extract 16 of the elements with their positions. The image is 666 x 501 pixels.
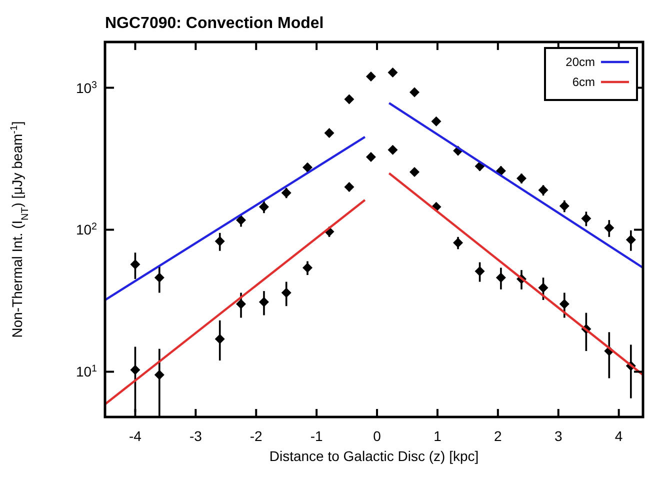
y-tick-label: 10$^{1}$ xyxy=(76,363,97,380)
x-tick-label: -2 xyxy=(250,428,263,444)
x-tick-label: -3 xyxy=(189,428,202,444)
legend-label: 6cm xyxy=(572,75,595,89)
x-tick-label: 3 xyxy=(554,428,562,444)
legend-label: 20cm xyxy=(566,55,596,69)
x-axis-title: Distance to Galactic Disc (z) [kpc] xyxy=(269,448,479,464)
x-tick-label: -4 xyxy=(129,428,142,444)
x-tick-label: 4 xyxy=(614,428,623,444)
y-tick-label: 10$^{2}$ xyxy=(76,221,97,238)
x-tick-label: 1 xyxy=(434,428,442,444)
x-tick-label: -1 xyxy=(310,428,324,444)
y-tick-label: 10$^{3}$ xyxy=(76,79,98,96)
x-tick-label: 0 xyxy=(373,428,382,444)
chart-title: NGC7090: Convection Model xyxy=(105,15,324,32)
x-tick-label: 2 xyxy=(494,428,502,444)
